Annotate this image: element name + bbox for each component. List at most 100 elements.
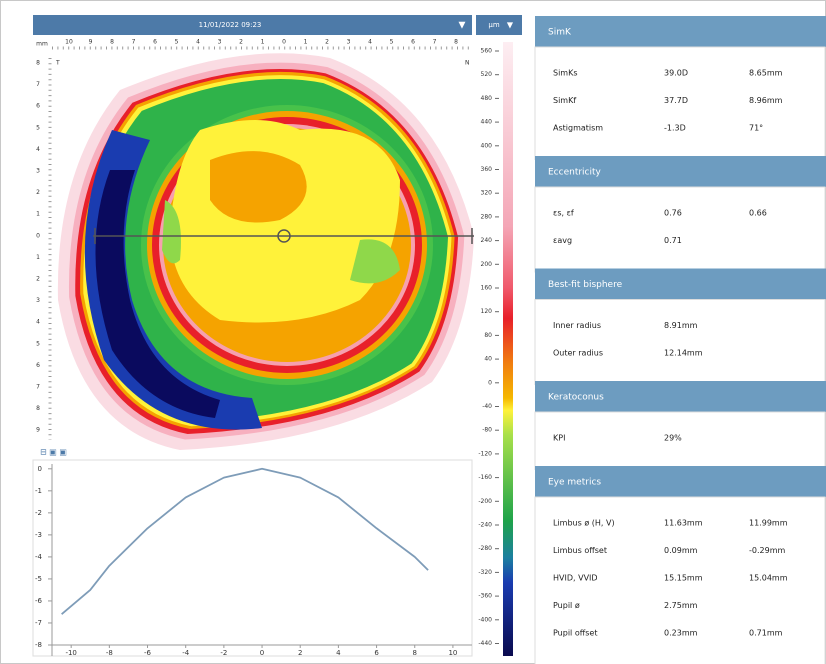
map-y-label: 5 [36,124,40,131]
scale-label: -400 [478,616,492,623]
map-x-label: 8 [110,39,114,46]
map-x-label: 1 [304,39,308,46]
section-header [535,16,826,47]
section-header [535,466,826,497]
scale-label: 560 [481,48,493,55]
topography-map [57,53,474,451]
metric-cell: 29% [664,434,682,443]
map-y-label: 4 [36,319,40,326]
scale-label: 240 [481,237,493,244]
metric-cell: 37.7D [664,96,688,105]
marker-n: N [465,60,470,67]
marker-t: T [55,60,60,67]
metric-cell: 0.71mm [749,629,783,638]
metric-cell: 8.91mm [664,321,698,330]
scale-label: -280 [478,545,492,552]
map-x-label: 6 [411,39,415,46]
dropdown-arrow[interactable]: ▼ [507,21,514,30]
metric-cell: 12.14mm [664,349,703,358]
scale-label: 280 [481,213,493,220]
map-y-label: 6 [36,362,40,369]
section-body [534,46,826,160]
unit: µm [488,21,499,29]
map-y-label: 6 [36,103,40,110]
y-tick-label: -1 [35,487,42,495]
map-y-label: 8 [36,405,40,412]
map-y-label: 1 [36,254,40,261]
map-header[interactable] [33,15,472,35]
metric-cell: Pupil offset [553,629,597,638]
scale-label: -320 [478,569,492,576]
section-body [534,496,826,664]
toolbar-icons[interactable]: ⊟ ▣ ▣ [40,448,67,457]
section-title: Best-fit bisphere [548,280,623,290]
scale-label: 200 [481,261,493,268]
metric-cell: 15.15mm [664,574,703,583]
metric-cell: εavg [553,236,572,245]
scale-label: 0 [488,379,492,386]
map-x-label: 4 [196,39,200,46]
unit-header[interactable] [476,15,522,35]
scale-label: -120 [478,450,492,457]
metric-cell: 71° [749,124,763,133]
scale-label: -80 [482,427,492,434]
metric-cell: Limbus ø (H, V) [553,519,615,528]
scale-label: 80 [484,332,492,339]
section-header [535,381,826,412]
map-x-label: 1 [261,39,265,46]
x-tick-label: -8 [106,649,113,657]
x-unit: mm [36,41,48,48]
scale-label: 320 [481,190,493,197]
metric-cell: Limbus offset [553,546,607,555]
scale-label: 480 [481,95,493,102]
metric-cell: KPI [553,434,565,443]
scale-label: 120 [481,308,493,315]
map-x-label: 3 [347,39,351,46]
map-x-label: 8 [454,39,458,46]
section-title: Keratoconus [548,393,604,403]
metric-cell: 2.75mm [664,601,698,610]
metric-cell: εs, εf [553,209,574,218]
x-tick-label: 8 [413,649,417,657]
map-x-label: 5 [175,39,179,46]
scale-label: 400 [481,142,493,149]
map-y-label: 5 [36,340,40,347]
metric-cell: 0.66 [749,209,767,218]
scale-label: -40 [482,403,492,410]
map-y-label: 3 [36,168,40,175]
metric-cell: 8.65mm [749,69,783,78]
map-y-label: 1 [36,211,40,218]
x-tick-label: 4 [336,649,341,657]
map-y-label: 0 [36,232,40,239]
map-x-label: 5 [390,39,394,46]
x-tick-label: -2 [220,649,227,657]
x-tick-label: -10 [65,649,76,657]
y-tick-label: 0 [38,465,42,473]
metric-cell: 0.09mm [664,546,698,555]
y-tick-label: -7 [35,619,42,627]
section-title: SimK [548,28,572,38]
profile-frame [32,459,473,657]
x-tick-label: -4 [182,649,190,657]
y-tick-label: -4 [35,553,43,561]
x-tick-label: -6 [144,649,152,657]
map-y-label: 4 [36,146,40,153]
metric-cell: 0.76 [664,209,682,218]
dropdown-arrow[interactable]: ▼ [459,21,466,31]
metric-cell: 0.23mm [664,629,698,638]
color-bar [503,42,513,656]
section-body [534,411,826,470]
map-x-label: 7 [132,39,136,46]
scale-label: 160 [481,285,493,292]
scale-label: 360 [481,166,493,173]
map-x-label: 3 [218,39,222,46]
metrics-panel: SimK SimKs 39.0D 8.65mm SimKf 37.7D 8.96mm Asti… [534,16,826,664]
section-header [535,156,826,187]
metric-cell: 0.71 [664,236,682,245]
map-x-label: 6 [153,39,157,46]
y-tick-label: -3 [35,531,42,539]
map-x-label: 0 [282,39,286,46]
x-tick-label: 10 [448,649,457,657]
map-x-label: 2 [325,39,329,46]
